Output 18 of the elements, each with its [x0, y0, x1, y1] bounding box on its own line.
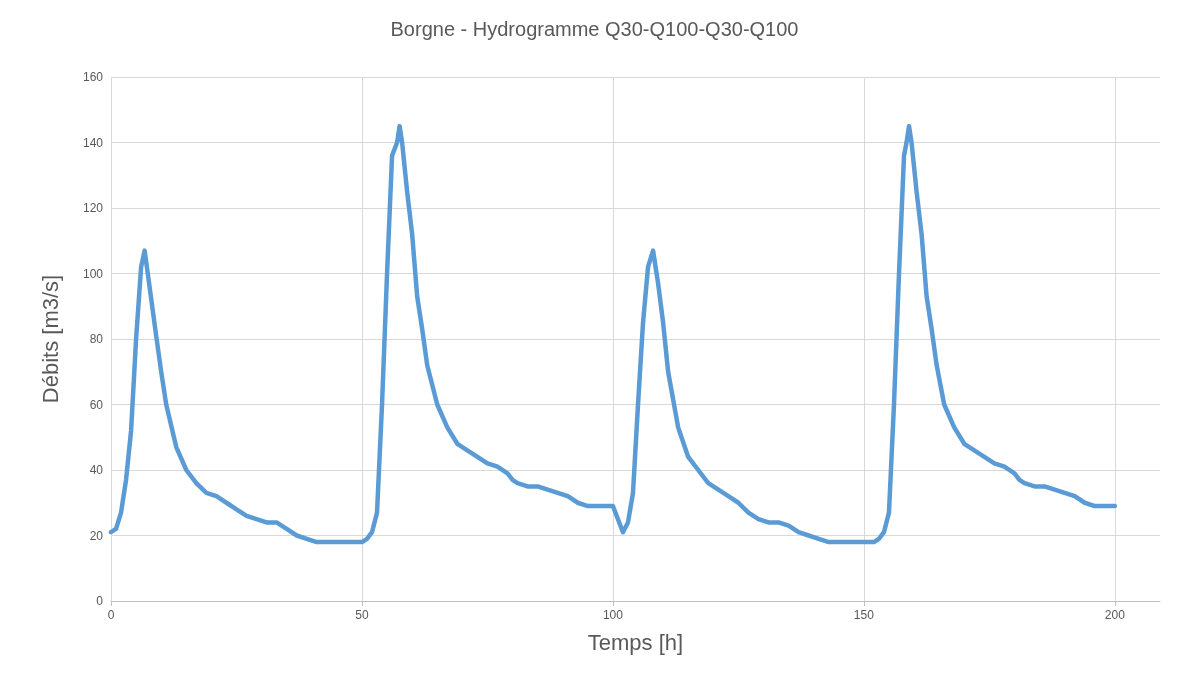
y-tick-label: 80: [89, 332, 104, 346]
x-tick-label: 100: [602, 608, 624, 622]
y-tick-label: 20: [89, 528, 104, 543]
chart-title: Borgne - Hydrogramme Q30-Q100-Q30-Q100: [390, 18, 799, 40]
x-tick-label: 0: [107, 608, 115, 622]
y-tick-label: 0: [96, 594, 104, 608]
x-tick-label: 50: [355, 608, 369, 622]
x-tick-label: 150: [853, 608, 875, 622]
y-tick-label: 40: [89, 463, 104, 477]
y-tick-label: 140: [82, 135, 104, 150]
x-axis-title: Temps [h]: [587, 629, 684, 655]
y-axis-title: Débits [m3/s]: [37, 274, 63, 404]
y-tick-label: 60: [89, 397, 104, 412]
line-series: [108, 123, 1118, 545]
x-tick-label: 200: [1104, 608, 1126, 622]
y-tick-label: 160: [82, 70, 104, 84]
y-tick-label: 100: [82, 266, 104, 281]
y-tick-label: 120: [82, 201, 104, 215]
